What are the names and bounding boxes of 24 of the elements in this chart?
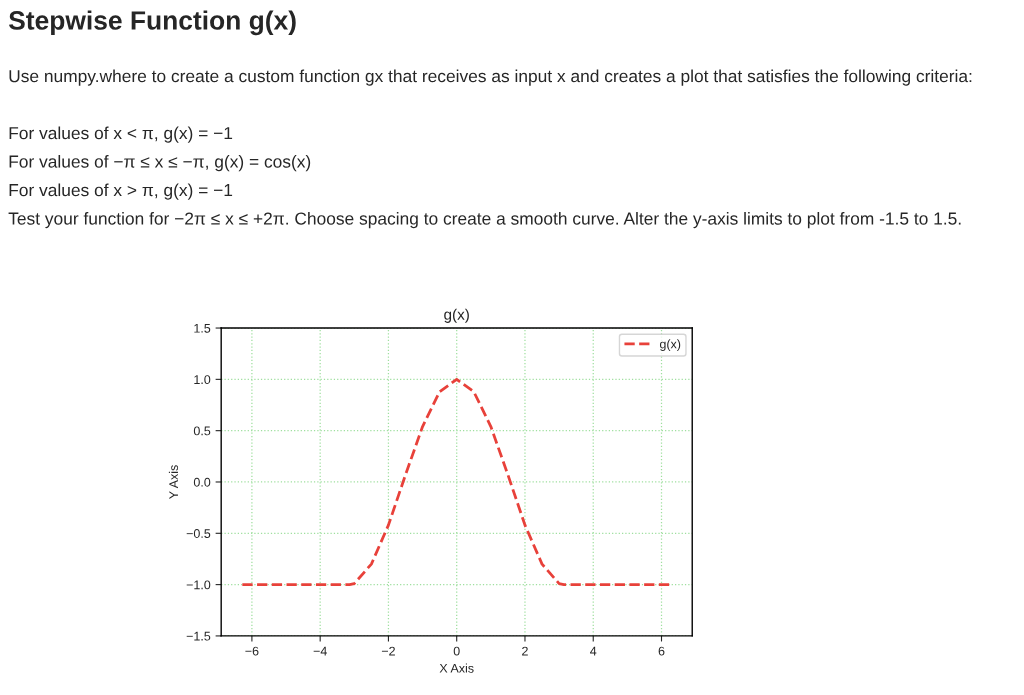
chart-title: g(x) — [444, 308, 469, 323]
y-tick-label: 0.5 — [193, 426, 211, 436]
x-tick-label: 0 — [453, 646, 460, 656]
x-tick-label: 6 — [658, 646, 665, 656]
legend-label: g(x) — [659, 339, 681, 351]
y-tick-label: 1.0 — [194, 375, 211, 385]
text: Use numpy.where to create a custom function gx that receives as input x and creates a plot that satisfies the following criteria: — [9, 69, 972, 86]
y-tick-label: 1.5 — [194, 323, 211, 333]
y-tick-label: −1.5 — [186, 631, 211, 641]
x-tick-label: −6 — [245, 646, 259, 656]
text: For values of −π ≤ x ≤ −π, g(x) = cos(x) — [9, 154, 311, 172]
y-tick-label: −0.5 — [186, 529, 211, 538]
x-tick-label: 4 — [590, 646, 597, 656]
text: For values of x > π, g(x) = −1 — [9, 183, 233, 200]
text: Stepwise Function g(x) — [8, 10, 296, 36]
x-axis-title: X Axis — [439, 663, 474, 673]
y-tick-label: −1.0 — [186, 580, 211, 590]
x-tick-label: 2 — [522, 646, 528, 656]
text: Test your function for −2π ≤ x ≤ +2π. Choose spacing to create a smooth curve. Alter the y-axis limits to plot from -1.5 to 1.5. — [8, 211, 961, 229]
text: For values of x < π, g(x) = −1 — [9, 126, 233, 143]
y-tick-label: 0.0 — [193, 477, 211, 487]
x-tick-label: −4 — [313, 646, 327, 656]
y-axis-title: Y Axis — [168, 465, 179, 499]
x-tick-label: −2 — [381, 646, 395, 656]
